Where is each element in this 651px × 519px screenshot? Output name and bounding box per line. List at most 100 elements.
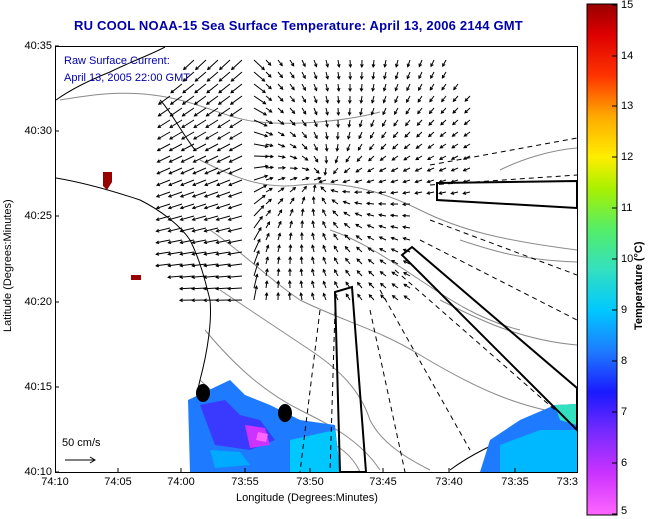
current-vector <box>156 263 171 267</box>
current-vector-head <box>218 66 223 71</box>
current-vector <box>312 209 315 217</box>
current-vector-head <box>368 282 373 287</box>
current-vector-head <box>254 273 259 278</box>
current-vector-head <box>378 236 383 240</box>
current-vector <box>403 167 411 172</box>
current-vector-head <box>216 147 221 152</box>
land-marker-2 <box>131 275 141 280</box>
current-vector-head <box>415 145 420 149</box>
current-vector-head <box>390 179 395 184</box>
current-vector-head <box>204 147 209 152</box>
current-vector <box>313 83 318 91</box>
current-vector <box>168 179 183 186</box>
current-vector <box>289 177 297 181</box>
current-vector-head <box>333 233 337 238</box>
current-vector-head <box>192 136 197 140</box>
current-vector-head <box>167 217 172 221</box>
current-vector <box>343 201 351 205</box>
current-vectors <box>155 59 471 303</box>
current-vector-head <box>464 98 469 102</box>
current-vector <box>216 263 231 267</box>
current-vector-head <box>380 294 384 299</box>
current-vector <box>336 143 339 151</box>
current-vector <box>158 107 171 117</box>
current-vector <box>311 293 315 301</box>
current-vector-head <box>347 112 352 117</box>
current-vector <box>156 203 171 209</box>
current-vector <box>277 198 284 205</box>
current-vector <box>265 198 272 205</box>
current-vector-head <box>299 292 304 297</box>
current-vector <box>192 239 207 244</box>
current-vector <box>344 234 351 241</box>
current-vector-head <box>228 136 233 140</box>
current-vector-head <box>228 159 233 163</box>
current-vector-head <box>322 280 327 285</box>
current-vector-head <box>294 166 299 171</box>
current-vector <box>253 239 261 253</box>
current-vector-head <box>439 133 444 138</box>
current-vector <box>265 83 272 90</box>
current-vector <box>218 95 231 105</box>
map-plot-area[interactable] <box>55 46 578 473</box>
current-vector-head <box>314 147 318 152</box>
current-vector-head <box>322 220 326 225</box>
current-vector-head <box>370 111 375 116</box>
current-vector <box>253 262 259 277</box>
current-vector <box>253 155 269 157</box>
current-vector <box>379 191 387 194</box>
current-vector <box>158 95 171 105</box>
current-vector-head <box>292 133 297 138</box>
current-vector <box>417 95 423 103</box>
current-vector-head <box>179 252 184 256</box>
current-vector-head <box>343 169 348 174</box>
current-vector <box>265 269 268 277</box>
current-vector <box>342 191 351 193</box>
ytick-label: 40:35 <box>24 40 52 52</box>
current-vector <box>277 83 284 90</box>
current-vector <box>277 119 284 125</box>
current-vector <box>289 244 292 253</box>
land-marker-1 <box>103 172 112 190</box>
current-vector <box>405 119 411 126</box>
current-vector <box>170 83 183 94</box>
current-vector <box>427 191 435 194</box>
current-vector-head <box>214 286 219 291</box>
current-vector <box>395 71 399 79</box>
current-vector-head <box>264 291 269 296</box>
current-vector-head <box>302 75 306 80</box>
current-vector <box>356 155 363 162</box>
current-vector <box>311 257 315 265</box>
current-vector-head <box>157 112 162 117</box>
current-vector-head <box>402 248 407 253</box>
current-vector-head <box>403 145 408 150</box>
current-vector-head <box>392 134 397 139</box>
current-vector <box>265 292 268 301</box>
current-vector <box>334 269 339 277</box>
current-vector-head <box>180 159 185 163</box>
current-vector-head <box>342 200 347 205</box>
current-vector-head <box>218 78 223 82</box>
current-vector-head <box>345 293 350 298</box>
current-vector <box>301 167 309 171</box>
current-vector-head <box>230 89 235 94</box>
current-vector <box>218 83 231 94</box>
current-vector <box>277 71 283 78</box>
current-vector <box>380 155 387 161</box>
current-vector-head <box>417 98 422 103</box>
current-vector <box>379 167 387 172</box>
current-vector <box>265 166 274 169</box>
current-vector <box>452 131 459 137</box>
current-vector-head <box>390 225 395 229</box>
current-vector-head <box>167 252 172 256</box>
current-vector-head <box>276 291 280 296</box>
current-vector <box>415 191 423 194</box>
current-vector <box>333 233 339 241</box>
current-vector-head <box>354 179 359 184</box>
current-vector <box>356 258 363 265</box>
current-vector <box>265 59 272 66</box>
colorbar-tick: 15 <box>621 0 634 11</box>
current-vector-head <box>382 87 387 92</box>
current-vector-head <box>280 187 285 192</box>
current-vector-head <box>227 205 232 210</box>
